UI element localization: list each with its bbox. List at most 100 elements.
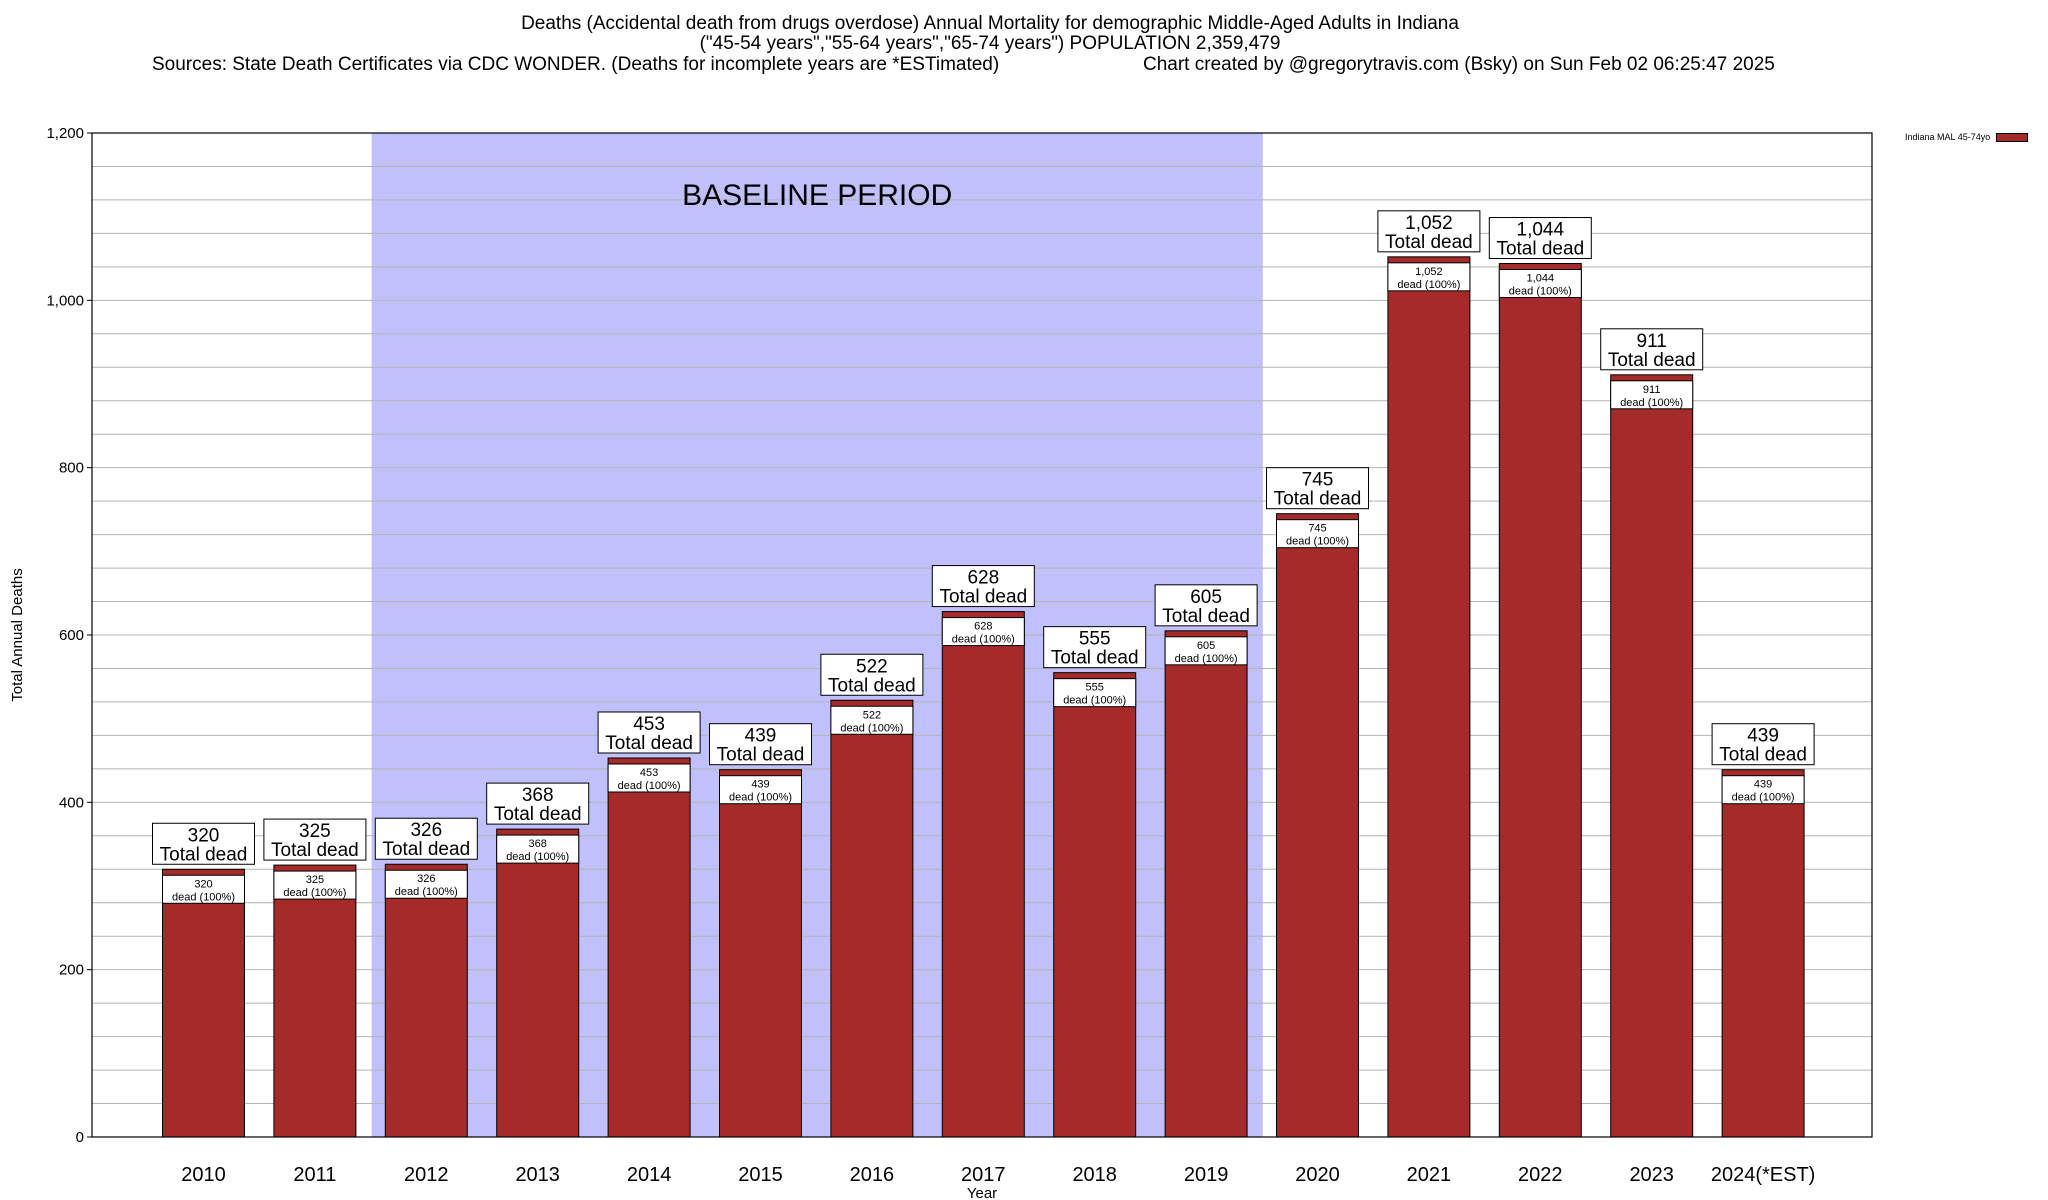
bar-inner-percent: dead (100%) (952, 634, 1015, 646)
bar-inner-percent: dead (100%) (729, 792, 792, 804)
baseline-label: BASELINE PERIOD (682, 179, 952, 212)
y-tick-label: 1,000 (46, 292, 84, 309)
bar-data-label: 320 (188, 825, 220, 846)
x-tick-label: 2017 (961, 1164, 1006, 1186)
bar-inner-percent: dead (100%) (1509, 286, 1572, 298)
bar (1721, 769, 1805, 1138)
bar-data-label: 1,044 (1517, 220, 1565, 241)
bar (273, 864, 357, 1138)
x-tick-label: 2012 (404, 1164, 449, 1186)
bar-total-label: Total dead (271, 840, 359, 861)
bar-inner-value: 326 (417, 873, 435, 885)
bar-total-label: Total dead (1385, 232, 1473, 253)
bar-data-label: 522 (856, 656, 888, 677)
bar-inner-label-box (273, 870, 357, 900)
bar-total-label: Total dead (1496, 239, 1584, 260)
y-tick-label: 1,200 (46, 125, 84, 142)
bar-inner-percent: dead (100%) (283, 887, 346, 899)
bar (1053, 672, 1137, 1138)
x-tick-label: 2014 (627, 1164, 672, 1186)
bar-inner-percent: dead (100%) (618, 780, 681, 792)
bar-inner-label-box (1164, 636, 1248, 666)
bar-inner-label-box (162, 874, 245, 904)
bar-inner-percent: dead (100%) (395, 886, 458, 898)
bar-inner-label-box (1276, 519, 1359, 549)
bar-data-label: 368 (522, 785, 554, 806)
bar-data-label: 326 (410, 820, 442, 841)
bar-top-label-box (1488, 217, 1592, 260)
chart-title-line2: ("45-54 years","55-64 years","65-74 year… (699, 33, 1281, 54)
x-tick-label: 2015 (738, 1164, 783, 1186)
x-tick-label: 2016 (850, 1164, 895, 1186)
bar-top-label-box (597, 711, 701, 754)
bar-inner-value: 368 (529, 838, 547, 850)
x-tick-label: 2020 (1295, 1164, 1340, 1186)
y-tick-label: 0 (76, 1129, 84, 1146)
y-tick-label: 200 (59, 962, 84, 979)
bar-inner-percent: dead (100%) (506, 851, 569, 863)
bar-inner-label-box (1610, 380, 1694, 410)
bar-inner-label-box (384, 869, 468, 899)
bar-top-label-box (1377, 210, 1481, 253)
x-tick-label: 2022 (1518, 1164, 1563, 1186)
bar (162, 868, 245, 1138)
x-tick-label: 2023 (1629, 1164, 1674, 1186)
bar-inner-percent: dead (100%) (1175, 653, 1238, 665)
bar-inner-label-box (1721, 775, 1805, 805)
legend: Indiana MAL 45-74yo (1905, 132, 2029, 143)
legend-label: Indiana MAL 45-74yo (1905, 132, 1991, 142)
bar-top-label-box (152, 822, 255, 865)
bar (607, 757, 691, 1138)
bar-inner-percent: dead (100%) (172, 891, 235, 903)
bar-data-label: 605 (1190, 587, 1222, 608)
bar-total-label: Total dead (939, 587, 1027, 608)
bar-inner-value: 911 (1643, 384, 1661, 396)
bar (830, 699, 914, 1138)
bar-inner-value: 439 (751, 779, 769, 791)
bar-total-label: Total dead (382, 839, 470, 860)
x-tick-label: 2013 (515, 1164, 560, 1186)
bar-top-label-box (1154, 584, 1258, 627)
bar-inner-label-box (496, 834, 580, 864)
y-tick-label: 600 (59, 627, 84, 644)
bar-inner-value: 320 (194, 878, 212, 890)
bar-inner-label-box (941, 617, 1025, 647)
bar-inner-label-box (1498, 269, 1582, 299)
x-tick-label: 2019 (1184, 1164, 1229, 1186)
bar-total-label: Total dead (1162, 606, 1250, 627)
bar-total-label: Total dead (1051, 648, 1139, 669)
bar-data-label: 555 (1079, 629, 1111, 650)
bar-inner-value: 555 (1086, 682, 1104, 694)
bar (496, 828, 580, 1138)
bar-top-label-box (931, 565, 1035, 608)
x-tick-label: 2010 (181, 1164, 226, 1186)
y-axis-label: Total Annual Deaths (9, 568, 26, 701)
y-tick-label: 400 (59, 794, 84, 811)
bar-data-label: 911 (1637, 331, 1667, 352)
bar-inner-percent: dead (100%) (1286, 536, 1349, 548)
bar-inner-percent: dead (100%) (1620, 397, 1683, 409)
bar (1498, 263, 1582, 1138)
bar-total-label: Total dead (160, 844, 248, 865)
y-tick-label: 800 (59, 460, 84, 477)
bar-inner-percent: dead (100%) (1732, 792, 1795, 804)
bar-data-label: 1,052 (1405, 213, 1453, 234)
bar-inner-label-box (1053, 678, 1137, 708)
bar-inner-value: 325 (306, 874, 324, 886)
bar-top-label-box (263, 818, 367, 861)
bar-total-label: Total dead (717, 745, 805, 766)
bar-total-label: Total dead (1719, 745, 1807, 766)
x-tick-label: 2018 (1072, 1164, 1117, 1186)
bar-inner-label-box (719, 775, 802, 805)
bar (941, 611, 1025, 1138)
bar-inner-value: 745 (1308, 523, 1326, 535)
bar (1164, 630, 1248, 1138)
bar-top-label-box (709, 723, 812, 766)
chart-sources: Sources: State Death Certificates via CD… (152, 54, 1000, 75)
bar (1610, 374, 1694, 1138)
bar-inner-value: 439 (1754, 779, 1772, 791)
bar-inner-percent: dead (100%) (840, 722, 903, 734)
bar (384, 863, 468, 1138)
bar-inner-percent: dead (100%) (1397, 279, 1460, 291)
bar-data-label: 325 (299, 821, 331, 842)
